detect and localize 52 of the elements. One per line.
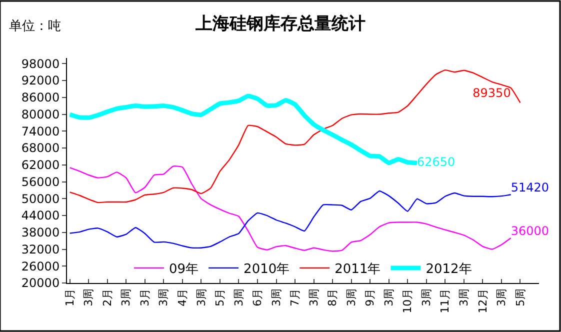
x-tick-label: 10月 (401, 288, 414, 314)
x-tick-label: 9月 (364, 288, 377, 306)
x-tick-label: 3周 (194, 288, 208, 306)
x-tick-label: 3周 (120, 288, 133, 306)
y-tick-label: 86000 (21, 90, 60, 105)
legend-label: 2010年 (244, 262, 290, 278)
x-tick-label: 3周 (420, 288, 433, 306)
x-tick-label: 4月 (176, 288, 189, 306)
data-label: 62650 (417, 155, 456, 170)
chart-title: 上海硅钢库存总量统计 (194, 14, 366, 34)
legend-label: 2012年 (426, 262, 472, 278)
x-tick-label: 8月 (326, 288, 340, 306)
x-tick-label: 3周 (495, 288, 508, 306)
y-tick-label: 50000 (21, 192, 60, 206)
y-tick-label: 62000 (21, 158, 60, 172)
x-tick-label: 3周 (270, 288, 283, 306)
x-tick-label: 11月 (438, 288, 452, 314)
data-label: 89350 (472, 86, 511, 100)
x-tick-label: 5月 (214, 288, 227, 306)
legend-label: 2011年 (334, 262, 381, 278)
y-tick-label: 92000 (21, 74, 60, 88)
x-tick-label: 3月 (138, 288, 152, 306)
x-tick-label: 3周 (307, 288, 320, 306)
y-tick-label: 68000 (21, 141, 60, 156)
text: 单位：吨 (9, 19, 61, 34)
legend-label: 09年 (169, 262, 199, 278)
x-tick-label: 1月 (63, 288, 76, 306)
x-tick-label: 3周 (157, 288, 170, 306)
y-tick-label: 20000 (21, 276, 60, 290)
data-label: 51420 (510, 180, 550, 195)
y-tick-label: 26000 (21, 259, 60, 274)
x-tick-label: 7月 (288, 288, 302, 306)
x-tick-label: 6月 (251, 288, 264, 306)
line-series (68, 94, 420, 166)
y-tick-label: 56000 (21, 174, 60, 189)
line-series (69, 166, 512, 252)
x-tick-label: 3周 (232, 288, 246, 306)
data-label: 36000 (510, 224, 550, 238)
x-tick-label: 3周 (382, 288, 396, 306)
x-tick-label: 3周 (82, 288, 96, 306)
x-tick-label: 3周 (458, 288, 471, 306)
y-tick-label: 80000 (21, 107, 60, 122)
x-tick-label: 12月 (476, 288, 490, 314)
x-tick-label: 5周 (514, 288, 527, 306)
x-tick-label: 2月 (100, 288, 114, 306)
y-tick-label: 44000 (21, 208, 60, 223)
y-tick-label: 32000 (21, 242, 60, 256)
y-tick-label: 74000 (21, 124, 60, 138)
line-series (69, 190, 512, 249)
y-tick-label: 98000 (21, 56, 60, 71)
y-tick-label: 38000 (21, 226, 60, 240)
x-tick-label: 3周 (344, 288, 358, 306)
